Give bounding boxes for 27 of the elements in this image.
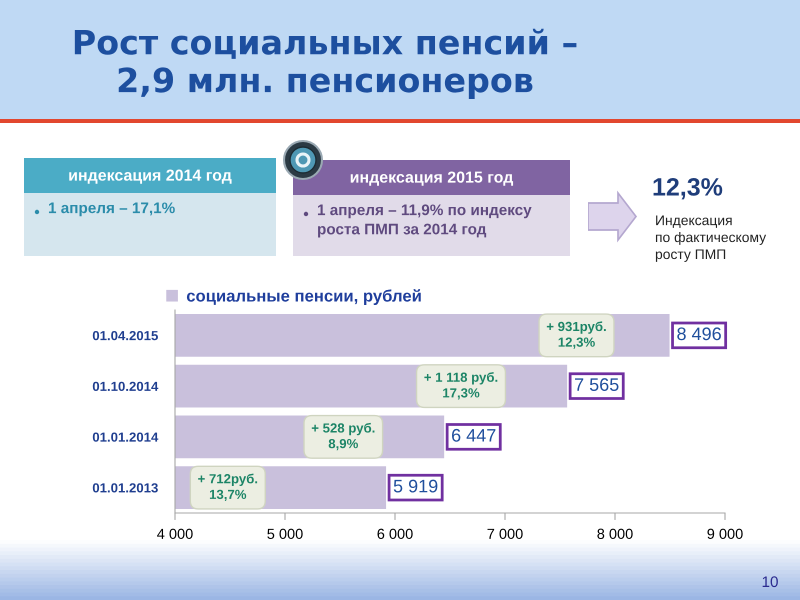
text: 1 апреля – 17,1% xyxy=(48,202,175,216)
annotation: + 528 руб. 8,9% xyxy=(312,422,374,450)
text: индексация 2015 год xyxy=(350,171,514,186)
x-tick-label: 7 000 xyxy=(488,528,523,539)
data-label: 5 919 xyxy=(394,480,438,492)
data-label: 7 565 xyxy=(575,378,619,391)
text: индексация 2014 год xyxy=(69,169,232,184)
text: Индексация по фактическому росту ПМП xyxy=(656,216,766,262)
x-tick-label: 5 000 xyxy=(267,528,303,539)
y-tick-label: 01.10.2014 xyxy=(92,382,158,392)
legend-label: социальные пенсии, рублей xyxy=(186,289,421,305)
text: 10 xyxy=(762,576,778,588)
y-tick-label: 01.01.2013 xyxy=(92,483,158,493)
text: Рост социальных пенсий – 2,9 млн. пенсионеров xyxy=(74,28,576,100)
x-tick-label: 8 000 xyxy=(597,528,633,539)
annotation: + 712руб. 13,7% xyxy=(198,474,258,501)
x-tick-label: 9 000 xyxy=(707,528,743,539)
text: 1 апреля – 11,9% по индексу роста ПМП за 2014 год xyxy=(318,204,532,238)
x-tick-label: 4 000 xyxy=(157,528,193,539)
y-tick-label: 01.04.2015 xyxy=(92,330,158,340)
data-label: 6 447 xyxy=(452,428,496,442)
text: 12,3% xyxy=(654,178,722,200)
annotation: + 1 118 руб. 17,3% xyxy=(424,372,498,400)
annotation: + 931руб. 12,3% xyxy=(546,321,606,349)
data-label: 8 496 xyxy=(677,327,721,340)
x-tick-label: 6 000 xyxy=(377,528,413,539)
y-tick-label: 01.01.2014 xyxy=(92,432,158,442)
